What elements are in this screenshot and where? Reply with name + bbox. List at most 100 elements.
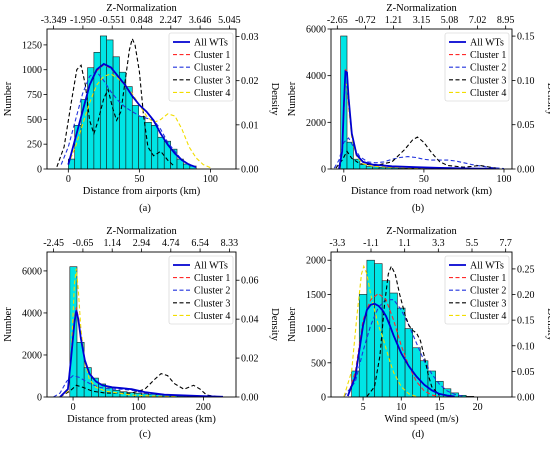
y-tick-label: 0 bbox=[37, 165, 42, 176]
panel-label: (c) bbox=[139, 429, 151, 440]
y-tick-label: 1250 bbox=[22, 40, 42, 51]
legend-label: Cluster 2 bbox=[470, 286, 506, 297]
density-curve-c4 bbox=[343, 264, 417, 397]
y2-tick-label: 0.03 bbox=[241, 32, 259, 43]
y-tick-label: 2000 bbox=[306, 118, 326, 129]
legend-label: Cluster 3 bbox=[194, 298, 230, 309]
density-curve-all bbox=[67, 62, 197, 169]
top-tick-label: 8.33 bbox=[221, 238, 239, 249]
y2-tick-label: 0.04 bbox=[241, 315, 259, 326]
y2-tick-label: 0.00 bbox=[517, 393, 535, 404]
density-curve-all bbox=[346, 302, 455, 397]
y-axis-label: Number bbox=[287, 307, 298, 342]
top-tick-label: 7.7 bbox=[499, 238, 512, 249]
legend-label: All WTs bbox=[470, 261, 504, 272]
top-axis-title: Z-Normalization bbox=[106, 226, 177, 237]
top-tick-label: 1.21 bbox=[385, 15, 403, 26]
x-axis-label: Distance from airports (km) bbox=[83, 186, 201, 197]
histogram-bar bbox=[381, 280, 391, 397]
y-axis-label: Number bbox=[3, 307, 14, 342]
y2-tick-label: 0.20 bbox=[517, 290, 535, 301]
top-tick-label: -2.45 bbox=[43, 238, 64, 249]
top-axis-title: Z-Normalization bbox=[386, 226, 457, 237]
y-tick-label: 2000 bbox=[306, 256, 326, 267]
x-axis-label: Distance from protected areas (km) bbox=[67, 414, 216, 425]
x-axis-label: Wind speed (m/s) bbox=[384, 414, 459, 425]
histogram-bar bbox=[389, 292, 398, 397]
y-tick-label: 750 bbox=[27, 90, 42, 101]
top-tick-label: 8.95 bbox=[497, 15, 515, 26]
legend-label: Cluster 2 bbox=[194, 63, 230, 74]
legend-box bbox=[168, 32, 234, 102]
density-curve-c3 bbox=[366, 264, 440, 397]
density-curve-c3 bbox=[59, 372, 217, 397]
top-tick-label: 6.54 bbox=[191, 238, 209, 249]
x-tick-label: 0 bbox=[71, 402, 76, 413]
y2-axis-label: Density bbox=[545, 308, 550, 341]
y-axis-label: Number bbox=[287, 81, 298, 116]
top-tick-label: 0.848 bbox=[130, 15, 153, 26]
y-tick-label: 2000 bbox=[22, 350, 42, 361]
legend-label: Cluster 1 bbox=[194, 50, 230, 61]
top-tick-label: -1.1 bbox=[363, 238, 379, 249]
y-tick-label: 4000 bbox=[306, 71, 326, 82]
density-curve-c2 bbox=[343, 299, 463, 397]
y2-axis-label: Density bbox=[269, 83, 280, 116]
y2-tick-label: 0.05 bbox=[517, 120, 535, 131]
legend-label: Cluster 1 bbox=[470, 273, 506, 284]
histogram-bar bbox=[353, 158, 361, 169]
legend-label: All WTs bbox=[194, 261, 228, 272]
top-tick-label: 2.94 bbox=[133, 238, 151, 249]
top-axis-title: Z-Normalization bbox=[386, 3, 457, 14]
y-tick-label: 6000 bbox=[306, 25, 326, 36]
y2-tick-label: 0.02 bbox=[241, 354, 259, 365]
legend-box bbox=[444, 255, 510, 325]
top-tick-label: -0.72 bbox=[355, 15, 376, 26]
y-tick-label: 500 bbox=[27, 115, 42, 126]
y2-axis-label: Density bbox=[545, 83, 550, 116]
x-tick-label: 100 bbox=[496, 174, 511, 185]
x-tick-label: 10 bbox=[396, 402, 406, 413]
y-tick-label: 0 bbox=[321, 393, 326, 404]
legend-label: All WTs bbox=[470, 38, 504, 49]
y-tick-label: 6000 bbox=[22, 266, 42, 277]
top-tick-label: 3.15 bbox=[413, 15, 431, 26]
y-tick-label: 1000 bbox=[306, 324, 326, 335]
legend-label: Cluster 2 bbox=[470, 63, 506, 74]
x-tick-label: 100 bbox=[203, 174, 218, 185]
y2-tick-label: 0.00 bbox=[241, 393, 259, 404]
y2-tick-label: 0.25 bbox=[517, 264, 535, 275]
y-tick-label: 0 bbox=[37, 393, 42, 404]
top-axis-title: Z-Normalization bbox=[106, 3, 177, 14]
density-curve-c3 bbox=[335, 136, 497, 169]
legend-label: Cluster 4 bbox=[194, 88, 230, 99]
density-curve-all bbox=[338, 69, 497, 169]
legend-label: Cluster 4 bbox=[470, 311, 506, 322]
density-curve-c2 bbox=[333, 137, 505, 169]
top-tick-label: 3.3 bbox=[432, 238, 445, 249]
top-tick-label: 5.045 bbox=[218, 15, 241, 26]
y2-tick-label: 0.15 bbox=[517, 32, 535, 43]
y2-tick-label: 0.10 bbox=[517, 76, 535, 87]
y2-tick-label: 0.02 bbox=[241, 76, 259, 87]
x-tick-label: 100 bbox=[131, 402, 146, 413]
top-tick-label: 3.646 bbox=[189, 15, 212, 26]
y2-tick-label: 0.00 bbox=[241, 165, 259, 176]
y2-tick-label: 0.01 bbox=[241, 120, 259, 131]
x-tick-label: 50 bbox=[419, 174, 429, 185]
x-tick-label: 5 bbox=[361, 402, 366, 413]
top-tick-label: -3.349 bbox=[41, 15, 67, 26]
y2-axis-label: Density bbox=[269, 308, 280, 341]
x-tick-label: 0 bbox=[341, 174, 346, 185]
top-tick-label: -1.950 bbox=[70, 15, 96, 26]
top-tick-label: -3.3 bbox=[329, 238, 345, 249]
top-tick-label: 5.5 bbox=[466, 238, 479, 249]
top-tick-label: 1.14 bbox=[103, 238, 121, 249]
histogram-bar bbox=[359, 164, 367, 169]
plot-area bbox=[343, 259, 475, 397]
panel-label: (b) bbox=[412, 203, 425, 214]
y2-tick-label: 0.06 bbox=[241, 276, 259, 287]
